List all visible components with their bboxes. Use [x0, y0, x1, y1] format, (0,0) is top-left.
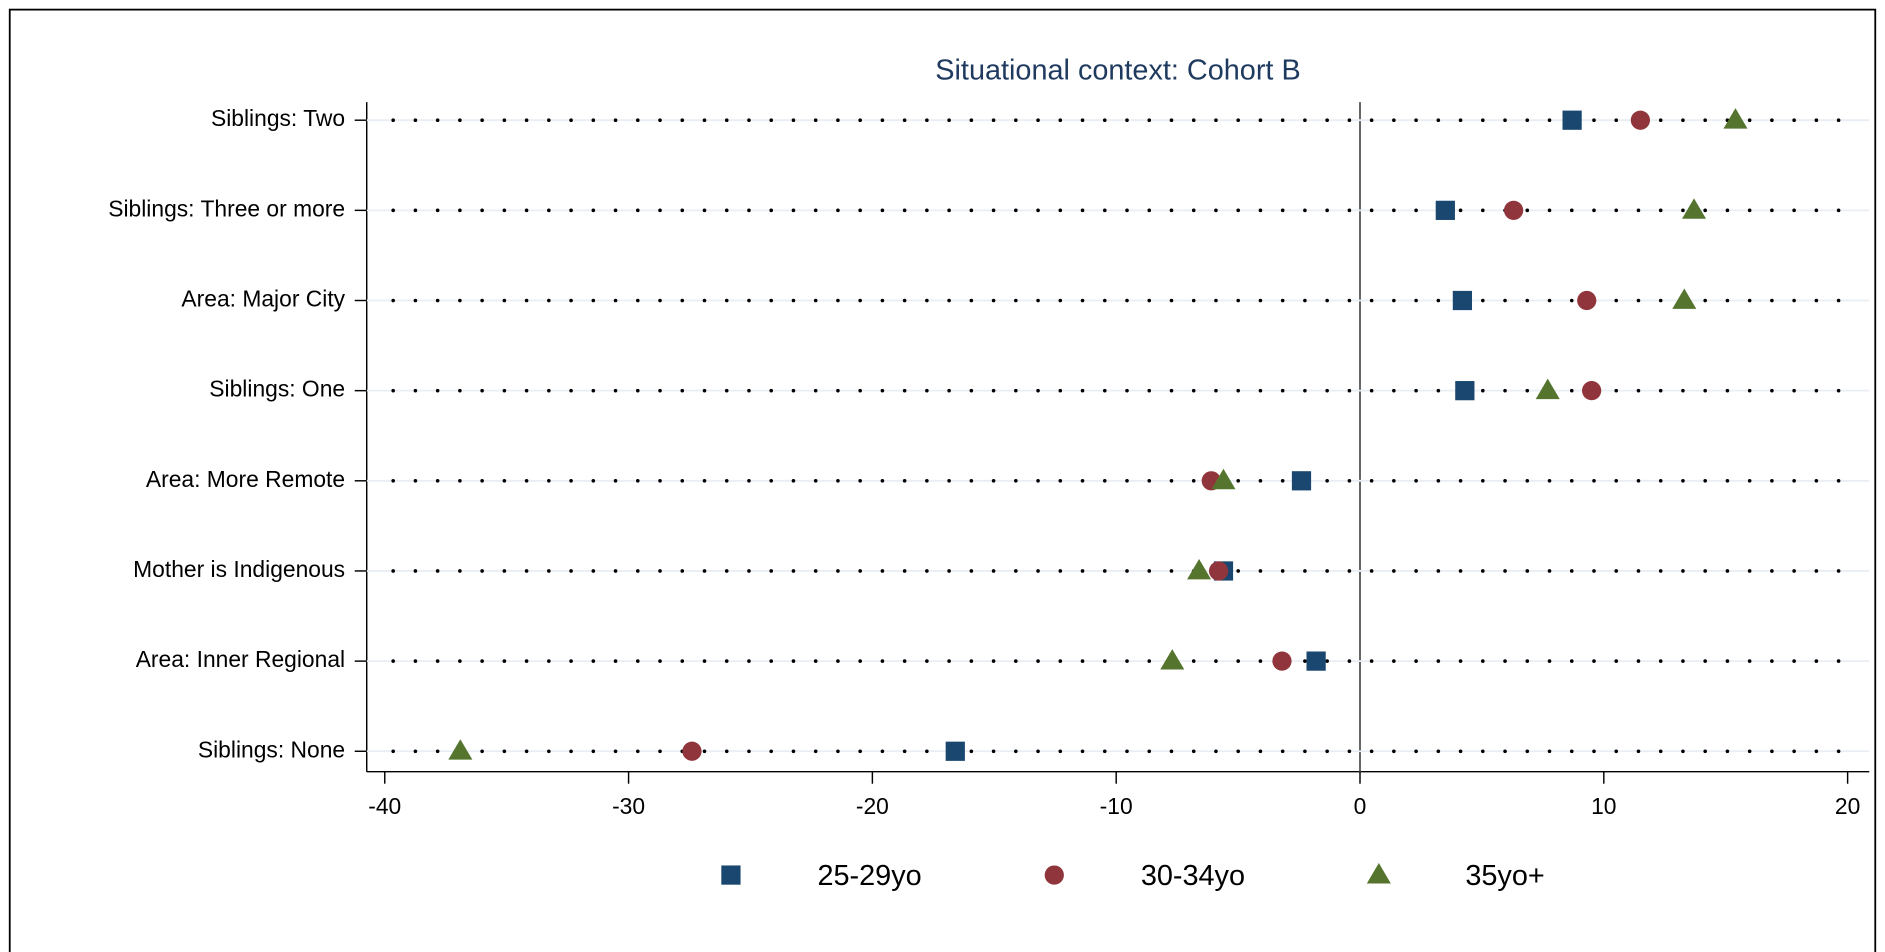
y-tick-label: Area: Major City [181, 286, 345, 312]
y-tick-label: Area: More Remote [146, 466, 345, 492]
point [1435, 200, 1455, 220]
point [1562, 110, 1582, 130]
y-tick-label: Siblings: Three or more [108, 195, 345, 221]
point [1291, 471, 1312, 491]
legend-label: 25-29yo [817, 860, 921, 892]
x-tick-label: -30 [612, 793, 645, 819]
point [1211, 468, 1236, 490]
point [1187, 558, 1212, 580]
y-tick-label: Siblings: Two [211, 105, 345, 131]
point [1723, 108, 1748, 129]
point [945, 741, 965, 761]
point [1682, 198, 1707, 219]
chart-title: Situational context: Cohort B [935, 55, 1300, 87]
legend-marker [1366, 863, 1391, 884]
x-tick-label: -10 [1100, 793, 1133, 819]
legend-label: 35yo+ [1465, 860, 1544, 892]
legend-label: 30-34yo [1141, 860, 1245, 892]
x-tick-label: 20 [1835, 793, 1860, 819]
point [448, 739, 473, 760]
point [1272, 651, 1292, 671]
y-tick-label: Siblings: None [198, 736, 345, 762]
frame [8, 8, 1877, 952]
y-tick-label: Siblings: One [209, 376, 345, 402]
point [1630, 110, 1650, 130]
y-tick-label: Mother is Indigenous [133, 556, 345, 582]
point [1582, 381, 1602, 401]
point [1672, 288, 1697, 309]
x-tick-label: -20 [856, 793, 889, 819]
x-tick-label: 0 [1354, 793, 1367, 819]
point [1503, 200, 1524, 220]
point [682, 741, 702, 761]
y-tick-label: Area: Inner Regional [136, 646, 345, 672]
point [1577, 290, 1597, 311]
point [1452, 290, 1473, 311]
legend-marker [1044, 865, 1064, 885]
point [1535, 378, 1560, 400]
x-tick-label: -40 [368, 793, 401, 819]
x-tick-label: 10 [1591, 793, 1616, 819]
point [1455, 381, 1475, 401]
point [1306, 651, 1326, 671]
legend-marker [721, 865, 741, 885]
point [1208, 561, 1229, 581]
point [1160, 649, 1185, 670]
